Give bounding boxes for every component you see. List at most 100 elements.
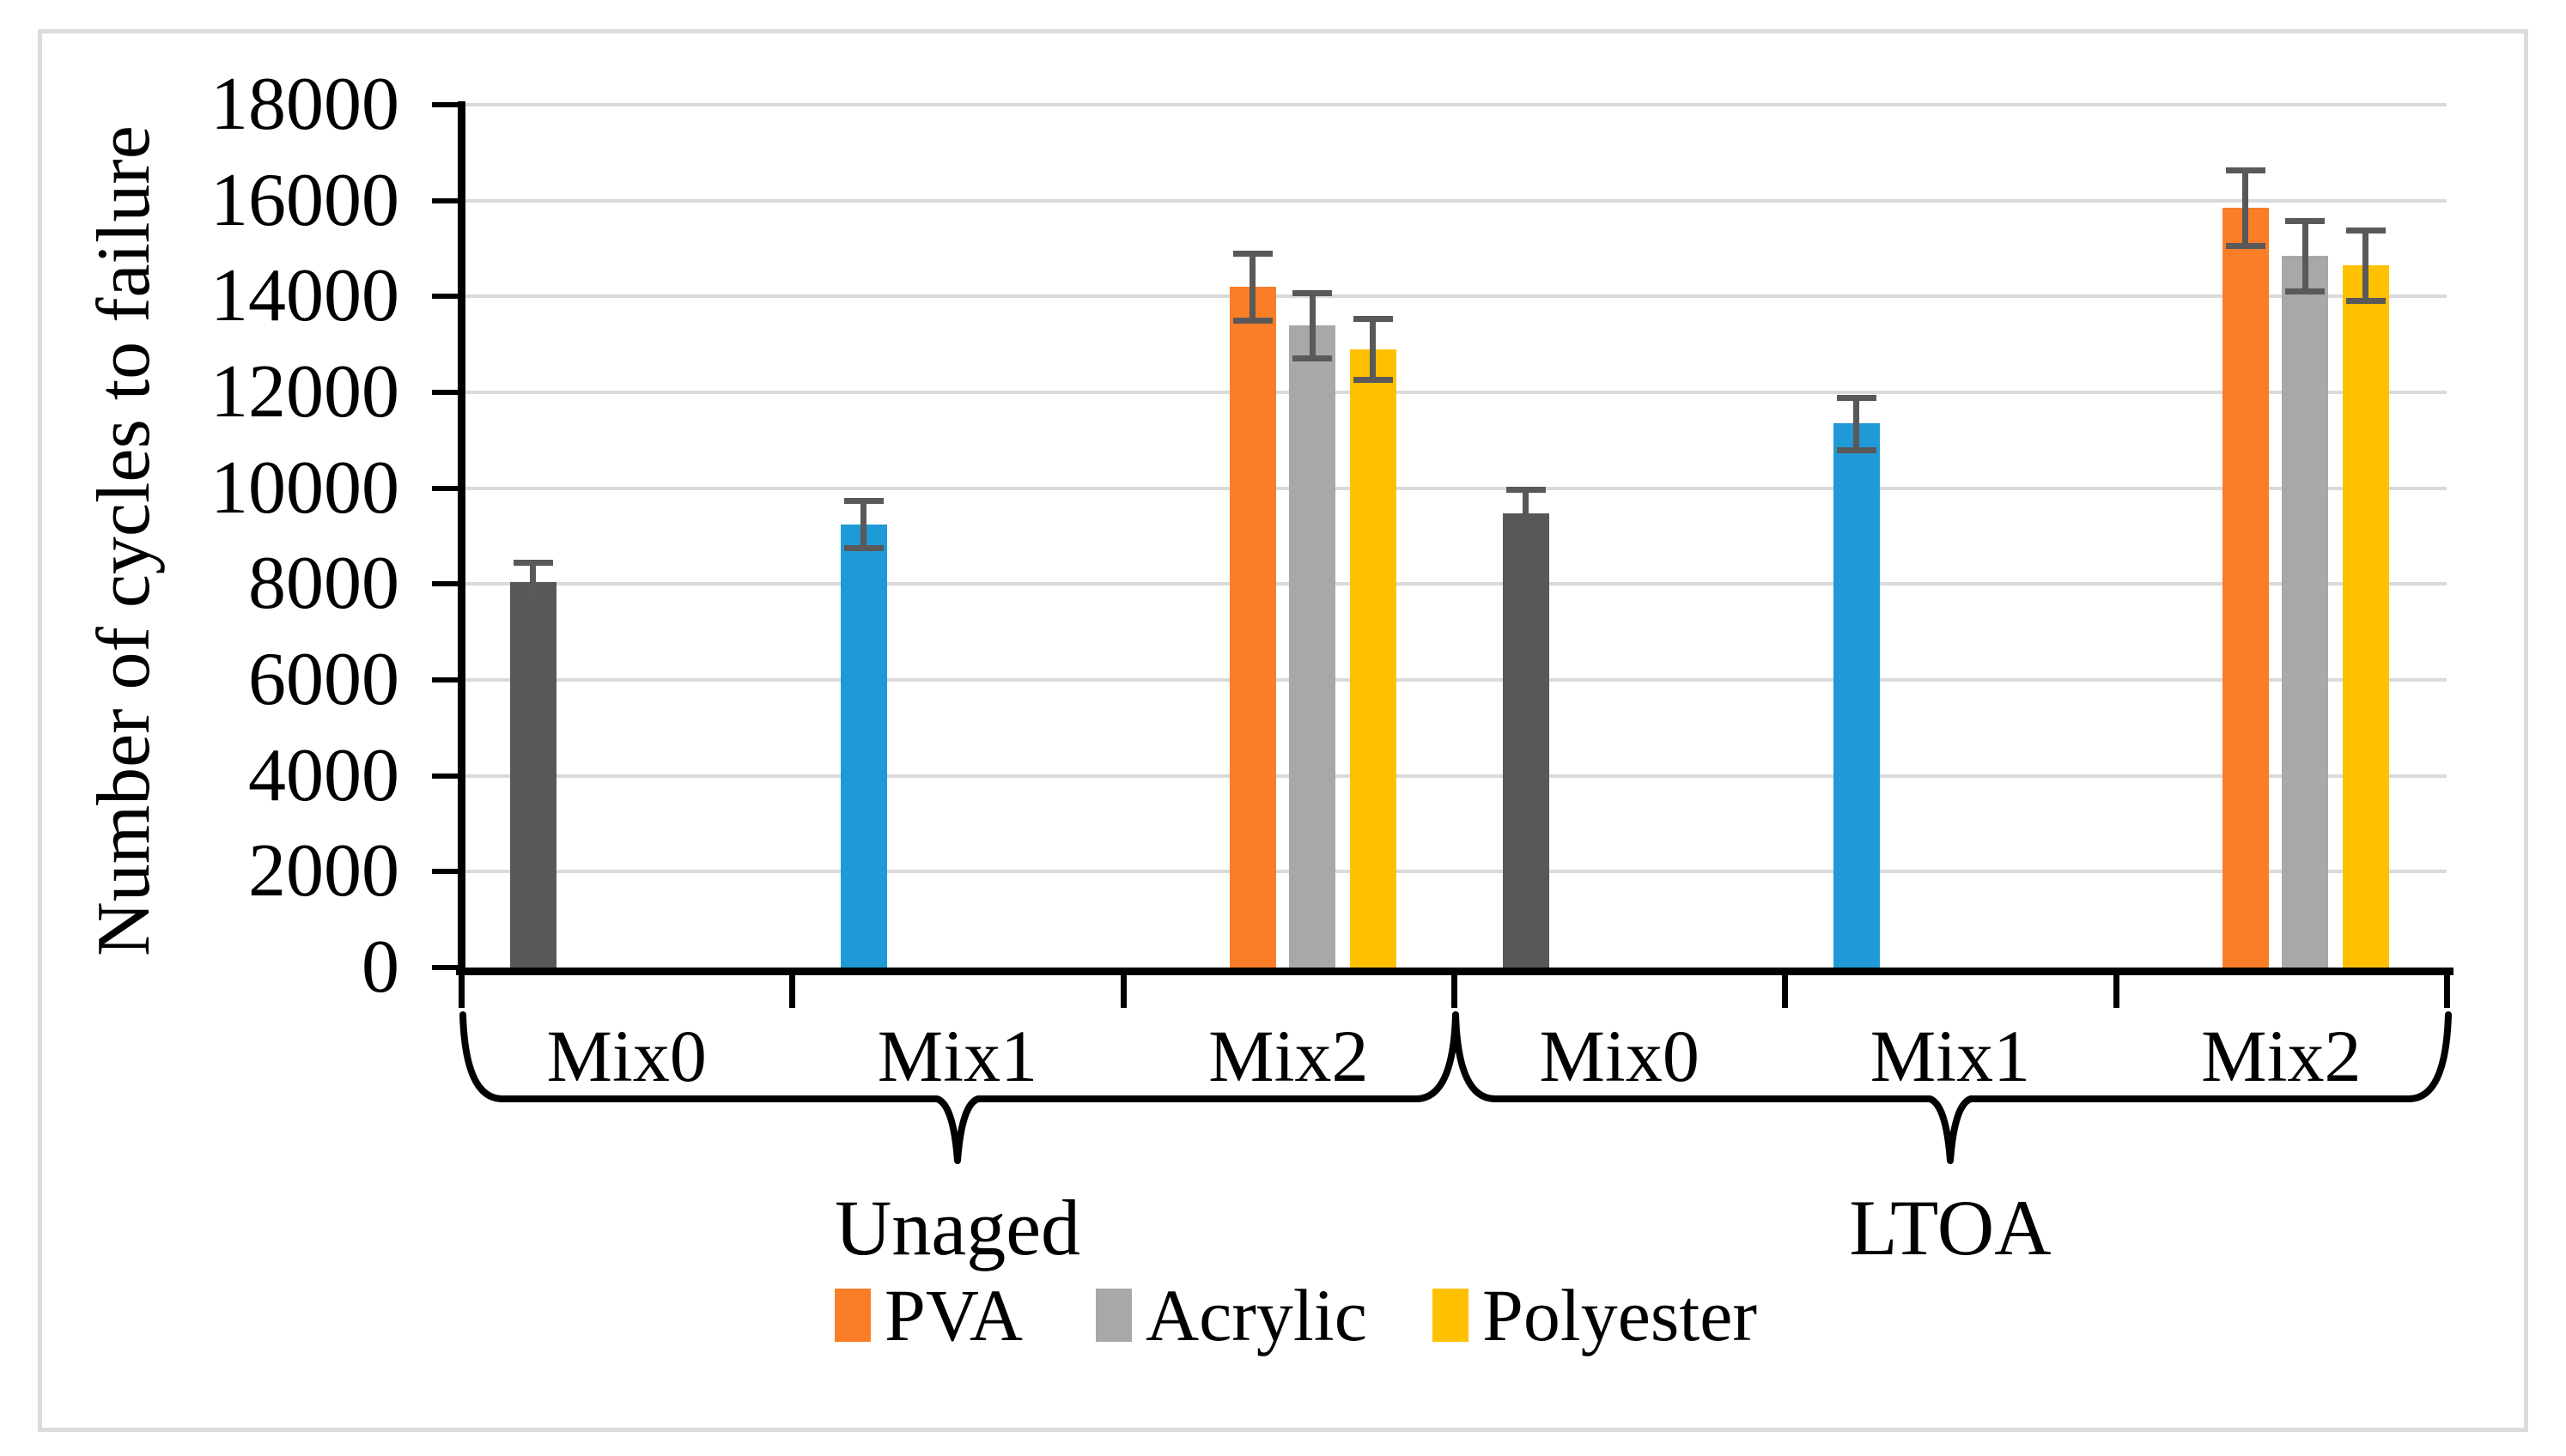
legend-label: PVA bbox=[885, 1274, 1023, 1356]
error-bar-cap-top bbox=[2225, 167, 2265, 174]
error-bar-line bbox=[2301, 220, 2308, 292]
x-tick bbox=[2444, 974, 2450, 1008]
chart-border bbox=[38, 29, 2528, 1432]
x-tick bbox=[2113, 974, 2119, 1008]
y-axis-line bbox=[458, 101, 465, 975]
bar bbox=[1229, 287, 1276, 968]
error-bar-line bbox=[1370, 318, 1377, 380]
error-bar-line bbox=[530, 562, 537, 601]
error-bar-cap-bottom bbox=[2225, 242, 2265, 249]
error-bar-cap-bottom bbox=[2345, 298, 2386, 305]
y-tick-label: 12000 bbox=[210, 350, 399, 434]
y-tick bbox=[432, 869, 465, 875]
group-label-unaged: Unaged bbox=[834, 1184, 1081, 1271]
y-tick bbox=[432, 294, 465, 300]
y-tick-label: 6000 bbox=[248, 638, 399, 721]
category-label-ltoa-mix2: Mix2 bbox=[2201, 1015, 2362, 1097]
bar bbox=[2342, 265, 2389, 968]
x-tick bbox=[1451, 974, 1457, 1008]
bar bbox=[1502, 513, 1549, 968]
gridline bbox=[465, 870, 2447, 874]
y-tick bbox=[432, 677, 465, 682]
x-tick bbox=[459, 974, 465, 1008]
bar bbox=[840, 524, 887, 968]
x-axis-line bbox=[456, 968, 2454, 975]
error-bar-cap-bottom bbox=[513, 598, 553, 604]
error-bar-cap-bottom bbox=[1232, 318, 1273, 325]
bar bbox=[509, 581, 556, 968]
error-bar-cap-bottom bbox=[1292, 355, 1333, 361]
y-tick-label: 18000 bbox=[210, 63, 399, 146]
error-bar-cap-bottom bbox=[1353, 377, 1393, 384]
y-tick-label: 8000 bbox=[248, 542, 399, 626]
y-tick bbox=[432, 390, 465, 395]
bar bbox=[1833, 423, 1880, 968]
error-bar-cap-top bbox=[1353, 316, 1393, 323]
legend-swatch-pva bbox=[835, 1289, 871, 1342]
error-bar-line bbox=[860, 500, 867, 549]
error-bar-cap-top bbox=[1292, 289, 1333, 296]
y-tick bbox=[432, 102, 465, 107]
error-bar-line bbox=[2242, 170, 2249, 246]
error-bar-cap-bottom bbox=[843, 545, 884, 552]
error-bar-cap-bottom bbox=[1505, 534, 1546, 541]
category-label-ltoa-mix0: Mix0 bbox=[1539, 1015, 1700, 1097]
y-tick-label: 10000 bbox=[210, 446, 399, 530]
y-tick bbox=[432, 581, 465, 587]
bar bbox=[1289, 325, 1336, 968]
x-tick bbox=[1120, 974, 1127, 1008]
gridline bbox=[465, 294, 2447, 299]
category-label-unaged-mix1: Mix1 bbox=[877, 1015, 1038, 1097]
error-bar-cap-top bbox=[513, 560, 553, 567]
gridline bbox=[465, 198, 2447, 203]
bar bbox=[2222, 208, 2269, 968]
error-bar-cap-top bbox=[843, 497, 884, 504]
group-brace-ltoa bbox=[1452, 1011, 2452, 1164]
legend-swatch-acrylic bbox=[1096, 1289, 1132, 1342]
error-bar-cap-top bbox=[1836, 394, 1876, 401]
y-tick bbox=[432, 485, 465, 491]
y-tick-label: 2000 bbox=[248, 829, 399, 913]
y-tick bbox=[432, 773, 465, 779]
group-label-ltoa: LTOA bbox=[1849, 1184, 2052, 1271]
y-tick-label: 4000 bbox=[248, 733, 399, 817]
category-label-unaged-mix2: Mix2 bbox=[1208, 1015, 1369, 1097]
error-bar-cap-bottom bbox=[2285, 288, 2326, 295]
error-bar-line bbox=[2362, 229, 2369, 301]
legend-item-polyester: Polyester bbox=[1432, 1272, 1757, 1358]
group-brace-unaged bbox=[459, 1011, 1459, 1164]
error-bar-cap-top bbox=[2345, 227, 2386, 234]
gridline bbox=[465, 103, 2447, 106]
bar bbox=[2282, 255, 2329, 968]
legend-item-acrylic: Acrylic bbox=[1096, 1272, 1367, 1358]
error-bar-line bbox=[1250, 253, 1256, 321]
y-tick bbox=[432, 197, 465, 203]
y-tick-label: 16000 bbox=[210, 158, 399, 242]
gridline bbox=[465, 678, 2447, 682]
error-bar-cap-top bbox=[1505, 486, 1546, 493]
bar bbox=[1349, 349, 1396, 968]
gridline bbox=[465, 774, 2447, 778]
y-tick-label: 14000 bbox=[210, 254, 399, 338]
y-tick bbox=[432, 965, 465, 970]
x-tick bbox=[1782, 974, 1789, 1008]
legend-label: Polyester bbox=[1482, 1274, 1758, 1356]
gridline bbox=[465, 582, 2447, 586]
error-bar-cap-top bbox=[2285, 217, 2326, 224]
error-bar-cap-top bbox=[1232, 251, 1273, 258]
category-label-unaged-mix0: Mix0 bbox=[546, 1015, 707, 1097]
gridline bbox=[465, 486, 2447, 490]
y-tick-label: 0 bbox=[362, 925, 399, 1009]
category-label-ltoa-mix1: Mix1 bbox=[1870, 1015, 2031, 1097]
legend-swatch-polyester bbox=[1432, 1289, 1468, 1342]
error-bar-line bbox=[1853, 397, 1860, 450]
error-bar-line bbox=[1523, 488, 1529, 537]
error-bar-line bbox=[1309, 292, 1316, 358]
x-tick bbox=[789, 974, 796, 1008]
gridline bbox=[465, 391, 2447, 394]
error-bar-cap-bottom bbox=[1836, 447, 1876, 453]
legend-item-pva: PVA bbox=[835, 1272, 1023, 1358]
legend-label: Acrylic bbox=[1146, 1274, 1367, 1356]
